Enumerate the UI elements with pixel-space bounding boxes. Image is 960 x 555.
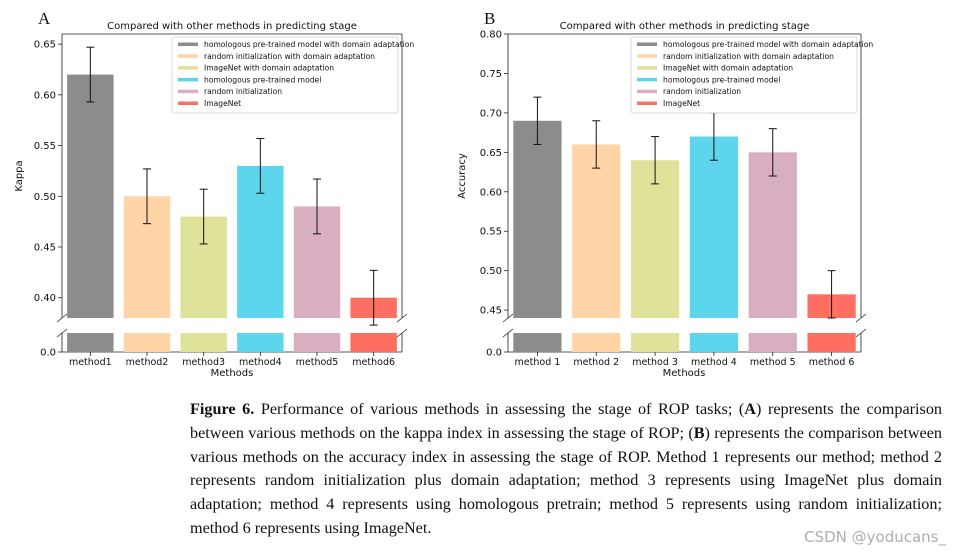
caption-mid2: ) represents the comparison between vari…: [190, 423, 942, 537]
figure-caption: Figure 6. Performance of various methods…: [190, 398, 942, 541]
y-tick-label: 0.50: [34, 192, 56, 203]
caption-panel-a-ref: A: [744, 400, 756, 418]
legend-swatch-4: [178, 77, 198, 82]
panel-letter: A: [38, 9, 51, 28]
legend-box: [630, 36, 858, 114]
y-tick-label: 0.65: [34, 40, 56, 51]
y-tick-label: 0.60: [34, 90, 56, 101]
x-axis-label: Methods: [211, 368, 254, 379]
legend-swatch-4: [637, 77, 657, 82]
axis-break-mark-upper: [396, 313, 408, 323]
x-tick-label: method6: [352, 357, 395, 368]
axis-break-mark-upper: [855, 313, 867, 323]
bar-base-5: [748, 333, 797, 352]
bar-base-4: [237, 333, 284, 352]
x-tick-label: method3: [182, 357, 225, 368]
legend-swatch-2: [178, 54, 198, 58]
bar-base-6: [350, 333, 397, 352]
bar-4: [689, 136, 739, 318]
watermark: CSDN @yoducans_: [804, 528, 946, 546]
legend-label-1: homologous pre-trained model with domain…: [204, 40, 414, 49]
bar-5: [748, 152, 797, 318]
bar-base-3: [630, 333, 680, 352]
axis-break-mark-lower: [56, 328, 68, 338]
y-axis-label: Accuracy: [457, 153, 468, 199]
legend-swatch-1: [637, 42, 657, 46]
legend-swatch-5: [637, 89, 657, 94]
legend-label-1: homologous pre-trained model with domain…: [663, 40, 873, 49]
bar-3: [630, 160, 680, 318]
bar-base-2: [572, 333, 621, 352]
legend-label-3: ImageNet with domain adaptation: [204, 64, 334, 73]
chart-title: Compared with other methods in predictin…: [107, 21, 357, 32]
caption-label: Figure 6.: [190, 400, 255, 418]
y-tick-label: 0.80: [480, 30, 502, 41]
x-tick-label: method4: [239, 357, 282, 368]
legend-label-5: random initialization: [663, 87, 741, 96]
legend-label-6: ImageNet: [663, 99, 700, 108]
legend-swatch-2: [637, 54, 657, 58]
y-tick-label: 0.55: [34, 141, 56, 152]
caption-panel-b-ref: B: [693, 423, 705, 442]
legend-label-2: random initialization with domain adapta…: [663, 52, 834, 61]
bar-base-3: [180, 333, 227, 352]
y-tick-label: 0.65: [480, 148, 502, 159]
caption-mid1: ) represents the comparison between vari…: [190, 400, 943, 442]
x-tick-label: method 1: [515, 357, 561, 368]
y-tick-label: 0.70: [480, 108, 502, 119]
x-tick-label: method1: [69, 357, 112, 368]
y-tick-label: 0.45: [34, 243, 56, 254]
x-tick-label: method 3: [632, 357, 678, 368]
x-tick-label: method 6: [809, 357, 855, 368]
legend-swatch-6: [637, 101, 657, 105]
y-tick-label: 0.50: [480, 266, 502, 277]
x-tick-label: method2: [126, 357, 169, 368]
x-tick-label: method 5: [750, 357, 796, 368]
y-tick-label-zero: 0.0: [40, 348, 56, 359]
y-tick-label-zero: 0.0: [486, 348, 502, 359]
legend-swatch-6: [178, 101, 198, 105]
chart-title: Compared with other methods in predictin…: [560, 21, 810, 32]
legend-swatch-5: [178, 89, 198, 94]
axis-break-mark-upper: [56, 313, 68, 323]
legend-label-2: random initialization with domain adapta…: [204, 52, 375, 61]
panel-letter: B: [484, 9, 495, 28]
y-tick-label: 0.75: [480, 69, 502, 80]
axis-break-mark-lower: [855, 328, 867, 338]
legend-label-6: ImageNet: [204, 99, 241, 108]
legend-label-3: ImageNet with domain adaptation: [663, 64, 793, 73]
bar-base-4: [689, 333, 739, 352]
y-tick-label: 0.40: [34, 293, 56, 304]
y-tick-label: 0.55: [480, 227, 502, 238]
legend-box: [171, 36, 399, 114]
bar-base-2: [123, 333, 171, 352]
bar-base-5: [293, 333, 341, 352]
bar-base-6: [807, 333, 856, 352]
x-tick-label: method5: [296, 357, 339, 368]
legend-label-4: homologous pre-trained model: [663, 75, 780, 84]
bar-base-1: [67, 333, 114, 352]
x-tick-label: method 4: [691, 357, 737, 368]
axis-break-mark-upper: [502, 313, 514, 323]
caption-intro: Performance of various methods in assess…: [254, 400, 745, 418]
legend-label-4: homologous pre-trained model: [204, 75, 321, 84]
bar-1: [513, 120, 562, 319]
legend-swatch-3: [178, 66, 198, 70]
axis-break-mark-lower: [396, 328, 408, 338]
x-tick-label: method 2: [573, 357, 619, 368]
bar-base-1: [513, 333, 562, 352]
legend-label-5: random initialization: [204, 87, 282, 96]
bar-2: [572, 144, 621, 318]
y-axis-label: Kappa: [14, 160, 25, 191]
legend-swatch-1: [178, 42, 198, 46]
y-tick-label: 0.45: [480, 306, 502, 317]
bar-1: [67, 74, 114, 318]
legend-swatch-3: [637, 66, 657, 70]
x-axis-label: Methods: [663, 368, 706, 379]
axis-break-mark-lower: [502, 328, 514, 338]
figure-6: A Compared with other methods in predicti…: [14, 9, 873, 379]
y-tick-label: 0.60: [480, 187, 502, 198]
